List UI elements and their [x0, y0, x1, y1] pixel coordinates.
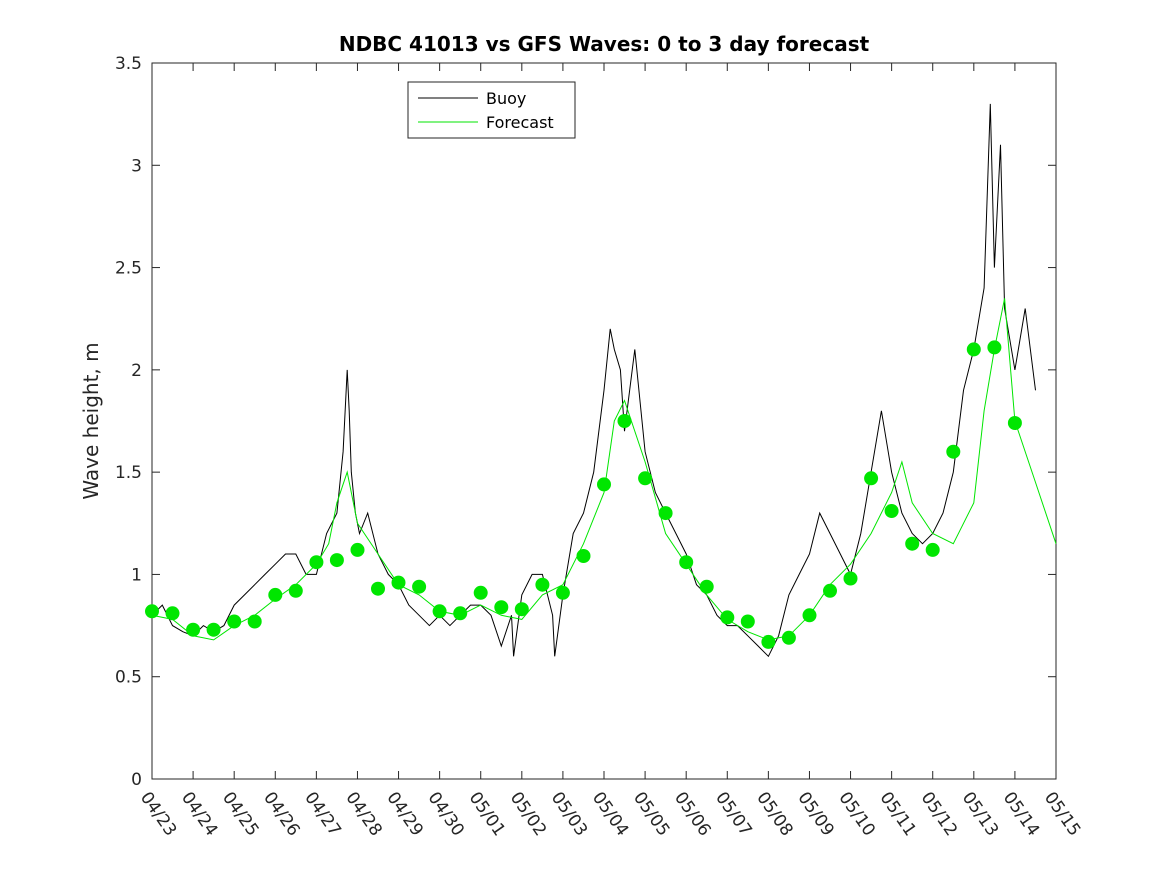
forecast-marker — [864, 471, 879, 486]
x-tick-label: 05/08 — [752, 788, 796, 840]
forecast-marker — [165, 606, 180, 621]
forecast-marker — [391, 575, 406, 590]
forecast-marker — [823, 583, 837, 598]
series-layer — [145, 103, 1057, 658]
forecast-marker — [658, 506, 673, 521]
forecast-marker — [145, 604, 159, 619]
forecast-marker — [473, 585, 488, 600]
y-tick-label: 0 — [131, 770, 142, 790]
x-tick-label: 04/28 — [341, 788, 385, 840]
forecast-marker — [371, 581, 385, 596]
forecast-marker — [206, 622, 221, 637]
plot-frame — [151, 62, 1057, 780]
chart-title: NDBC 41013 vs GFS Waves: 0 to 3 day fore… — [339, 32, 870, 56]
forecast-marker — [432, 604, 447, 619]
forecast-marker — [494, 600, 509, 615]
forecast-marker — [576, 549, 591, 563]
forecast-marker — [638, 471, 653, 486]
forecast-marker — [268, 587, 283, 602]
x-tick-label: 05/02 — [506, 788, 550, 840]
forecast-marker — [535, 577, 550, 592]
forecast-marker — [514, 602, 529, 617]
forecast-marker — [699, 579, 714, 594]
y-tick-label: 3 — [131, 156, 142, 176]
series-line-buoy — [151, 103, 1036, 658]
forecast-marker — [288, 583, 303, 598]
forecast-marker — [761, 634, 776, 649]
forecast-marker — [329, 553, 344, 568]
forecast-marker — [843, 571, 858, 586]
x-tick-label: 05/10 — [834, 788, 878, 840]
forecast-marker — [679, 555, 694, 570]
x-tick-label: 05/09 — [793, 788, 837, 840]
legend-label-buoy: Buoy — [486, 89, 526, 108]
forecast-marker — [247, 614, 262, 629]
x-tick-label: 05/01 — [465, 788, 509, 840]
x-tick-label: 05/12 — [917, 788, 961, 840]
forecast-marker — [597, 477, 611, 492]
forecast-marker — [555, 585, 570, 600]
x-tick-label: 05/03 — [547, 788, 591, 840]
x-tick-label: 05/04 — [588, 788, 632, 840]
forecast-marker — [412, 579, 427, 594]
forecast-marker — [987, 340, 1002, 355]
y-tick-label: 1 — [131, 565, 142, 585]
legend: Buoy Forecast — [407, 81, 576, 139]
x-tick-label: 04/25 — [218, 788, 262, 840]
y-tick-label: 2.5 — [115, 259, 142, 279]
forecast-marker — [966, 342, 981, 357]
series-line-forecast — [151, 298, 1057, 641]
x-tick-label: 04/27 — [300, 788, 344, 840]
forecast-marker — [740, 614, 755, 629]
y-axis-label: Wave height, m — [79, 342, 103, 499]
forecast-marker — [802, 608, 817, 623]
x-tick-label: 05/14 — [999, 788, 1043, 840]
x-tick-label: 04/26 — [259, 788, 303, 840]
forecast-marker — [720, 610, 735, 625]
forecast-marker — [186, 622, 201, 637]
forecast-marker — [1007, 416, 1022, 430]
y-axis-ticks: 0 0.5 1 1.5 2 2.5 3 3.5 — [115, 54, 1056, 790]
x-tick-label: 05/07 — [711, 788, 755, 840]
forecast-marker — [227, 614, 242, 629]
forecast-marker — [453, 606, 468, 621]
x-tick-label: 05/13 — [958, 788, 1002, 840]
y-tick-label: 3.5 — [115, 54, 142, 74]
forecast-marker — [309, 555, 324, 570]
forecast-marker — [617, 414, 632, 428]
forecast-marker — [946, 444, 961, 459]
x-tick-label: 04/24 — [177, 788, 221, 840]
x-tick-label: 04/29 — [382, 788, 426, 840]
y-tick-label: 2 — [131, 361, 142, 381]
forecast-marker — [884, 504, 899, 518]
legend-label-forecast: Forecast — [486, 113, 554, 132]
forecast-marker — [925, 542, 940, 557]
x-tick-label: 04/30 — [424, 788, 468, 840]
y-tick-label: 1.5 — [115, 463, 142, 483]
x-tick-label: 05/05 — [629, 788, 673, 840]
x-tick-label: 04/23 — [136, 788, 180, 840]
x-tick-label: 05/15 — [1040, 788, 1084, 840]
forecast-marker — [350, 542, 365, 557]
forecast-marker — [781, 630, 796, 645]
forecast-marker — [905, 536, 920, 551]
y-tick-label: 0.5 — [115, 668, 142, 688]
x-tick-label: 05/06 — [670, 788, 714, 840]
x-tick-label: 05/11 — [876, 788, 920, 840]
legend-box — [407, 81, 576, 139]
